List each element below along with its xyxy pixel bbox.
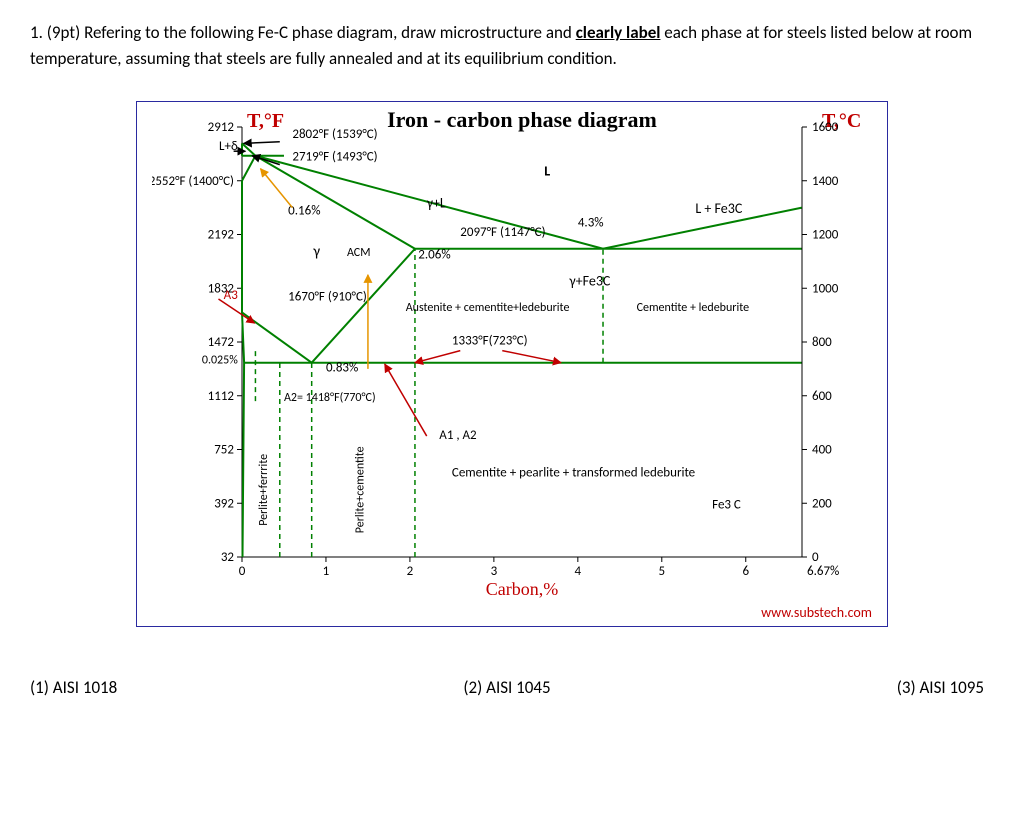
- svg-text:1333°F(723°C): 1333°F(723°C): [452, 334, 528, 349]
- svg-text:1200: 1200: [812, 228, 839, 243]
- svg-text:1112: 1112: [208, 389, 235, 404]
- answer-2: (2) AISI 1045: [463, 677, 550, 698]
- svg-text:2912: 2912: [208, 120, 235, 135]
- svg-text:2192: 2192: [208, 228, 235, 243]
- svg-text:1472: 1472: [208, 335, 235, 350]
- answer-3: (3) AISI 1095: [897, 677, 984, 698]
- svg-text:200: 200: [812, 496, 832, 511]
- svg-text:γ+L: γ+L: [426, 195, 446, 212]
- svg-text:1400: 1400: [812, 174, 839, 189]
- answer-1: (1) AISI 1018: [30, 677, 117, 698]
- svg-text:Iron - carbon phase diagram: Iron - carbon phase diagram: [387, 112, 657, 132]
- svg-text:1600: 1600: [812, 120, 839, 135]
- svg-text:γ: γ: [312, 243, 320, 261]
- svg-text:6.67%: 6.67%: [807, 564, 839, 579]
- answers-row: (1) AISI 1018 (2) AISI 1045 (3) AISI 109…: [30, 677, 994, 698]
- diagram-container: T,°FIron - carbon phase diagramT,°C29122…: [30, 101, 994, 627]
- svg-text:0.83%: 0.83%: [326, 361, 358, 376]
- svg-text:1670°F (910°C): 1670°F (910°C): [288, 289, 367, 304]
- svg-text:A2= 1418°F(770°C): A2= 1418°F(770°C): [284, 391, 376, 405]
- diagram-box: T,°FIron - carbon phase diagramT,°C29122…: [136, 101, 888, 627]
- svg-text:400: 400: [812, 443, 832, 458]
- svg-text:A3: A3: [224, 288, 239, 303]
- svg-text:0.025%: 0.025%: [202, 354, 238, 368]
- phase-diagram: T,°FIron - carbon phase diagramT,°C29122…: [152, 112, 872, 602]
- svg-text:ACM: ACM: [347, 246, 371, 260]
- svg-text:A1 , A2: A1 , A2: [439, 428, 477, 443]
- svg-text:γ+Fe3C: γ+Fe3C: [568, 273, 611, 290]
- svg-text:800: 800: [812, 335, 832, 350]
- svg-text:0: 0: [239, 564, 246, 579]
- svg-text:392: 392: [214, 496, 234, 511]
- question-prefix: 1. (9pt) Refering to the following Fe-C …: [30, 22, 576, 43]
- svg-text:T,°F: T,°F: [247, 112, 284, 132]
- svg-text:2: 2: [407, 564, 414, 579]
- svg-text:600: 600: [812, 389, 832, 404]
- svg-text:Austenite + cementite+ledeburi: Austenite + cementite+ledeburite: [406, 301, 570, 315]
- svg-text:Carbon,%: Carbon,%: [486, 579, 558, 599]
- svg-text:4.3%: 4.3%: [578, 215, 604, 230]
- svg-text:1000: 1000: [812, 281, 839, 296]
- svg-text:Cementite + pearlite + transf: Cementite + pearlite + transformed ledeb…: [452, 465, 695, 480]
- svg-text:Perlite+cementite: Perlite+cementite: [354, 446, 368, 533]
- svg-text:4: 4: [575, 564, 582, 579]
- svg-text:Fe3 C: Fe3 C: [712, 498, 741, 513]
- svg-text:L: L: [544, 162, 550, 179]
- svg-text:5: 5: [658, 564, 665, 579]
- question-underline: clearly label: [576, 22, 661, 43]
- svg-text:2802°F (1539°C): 2802°F (1539°C): [292, 127, 377, 142]
- svg-text:2.06%: 2.06%: [418, 248, 450, 263]
- question-text: 1. (9pt) Refering to the following Fe-C …: [30, 20, 994, 71]
- svg-text:2552°F (1400°C): 2552°F (1400°C): [152, 174, 234, 189]
- svg-text:32: 32: [221, 550, 235, 565]
- source-url: www.substech.com: [152, 604, 872, 621]
- svg-text:3: 3: [491, 564, 498, 579]
- svg-text:1: 1: [323, 564, 330, 579]
- svg-text:0.16%: 0.16%: [288, 203, 320, 218]
- svg-text:0: 0: [812, 550, 819, 565]
- svg-text:Cementite + ledeburite: Cementite + ledeburite: [637, 301, 750, 315]
- svg-text:Perlite+ferrrite: Perlite+ferrrite: [257, 454, 271, 526]
- svg-text:752: 752: [214, 443, 234, 458]
- svg-text:2097°F (1147°C): 2097°F (1147°C): [460, 225, 545, 240]
- svg-text:L + Fe3C: L + Fe3C: [695, 200, 742, 217]
- svg-text:2719°F (1493°C): 2719°F (1493°C): [292, 150, 377, 165]
- svg-text:6: 6: [742, 564, 749, 579]
